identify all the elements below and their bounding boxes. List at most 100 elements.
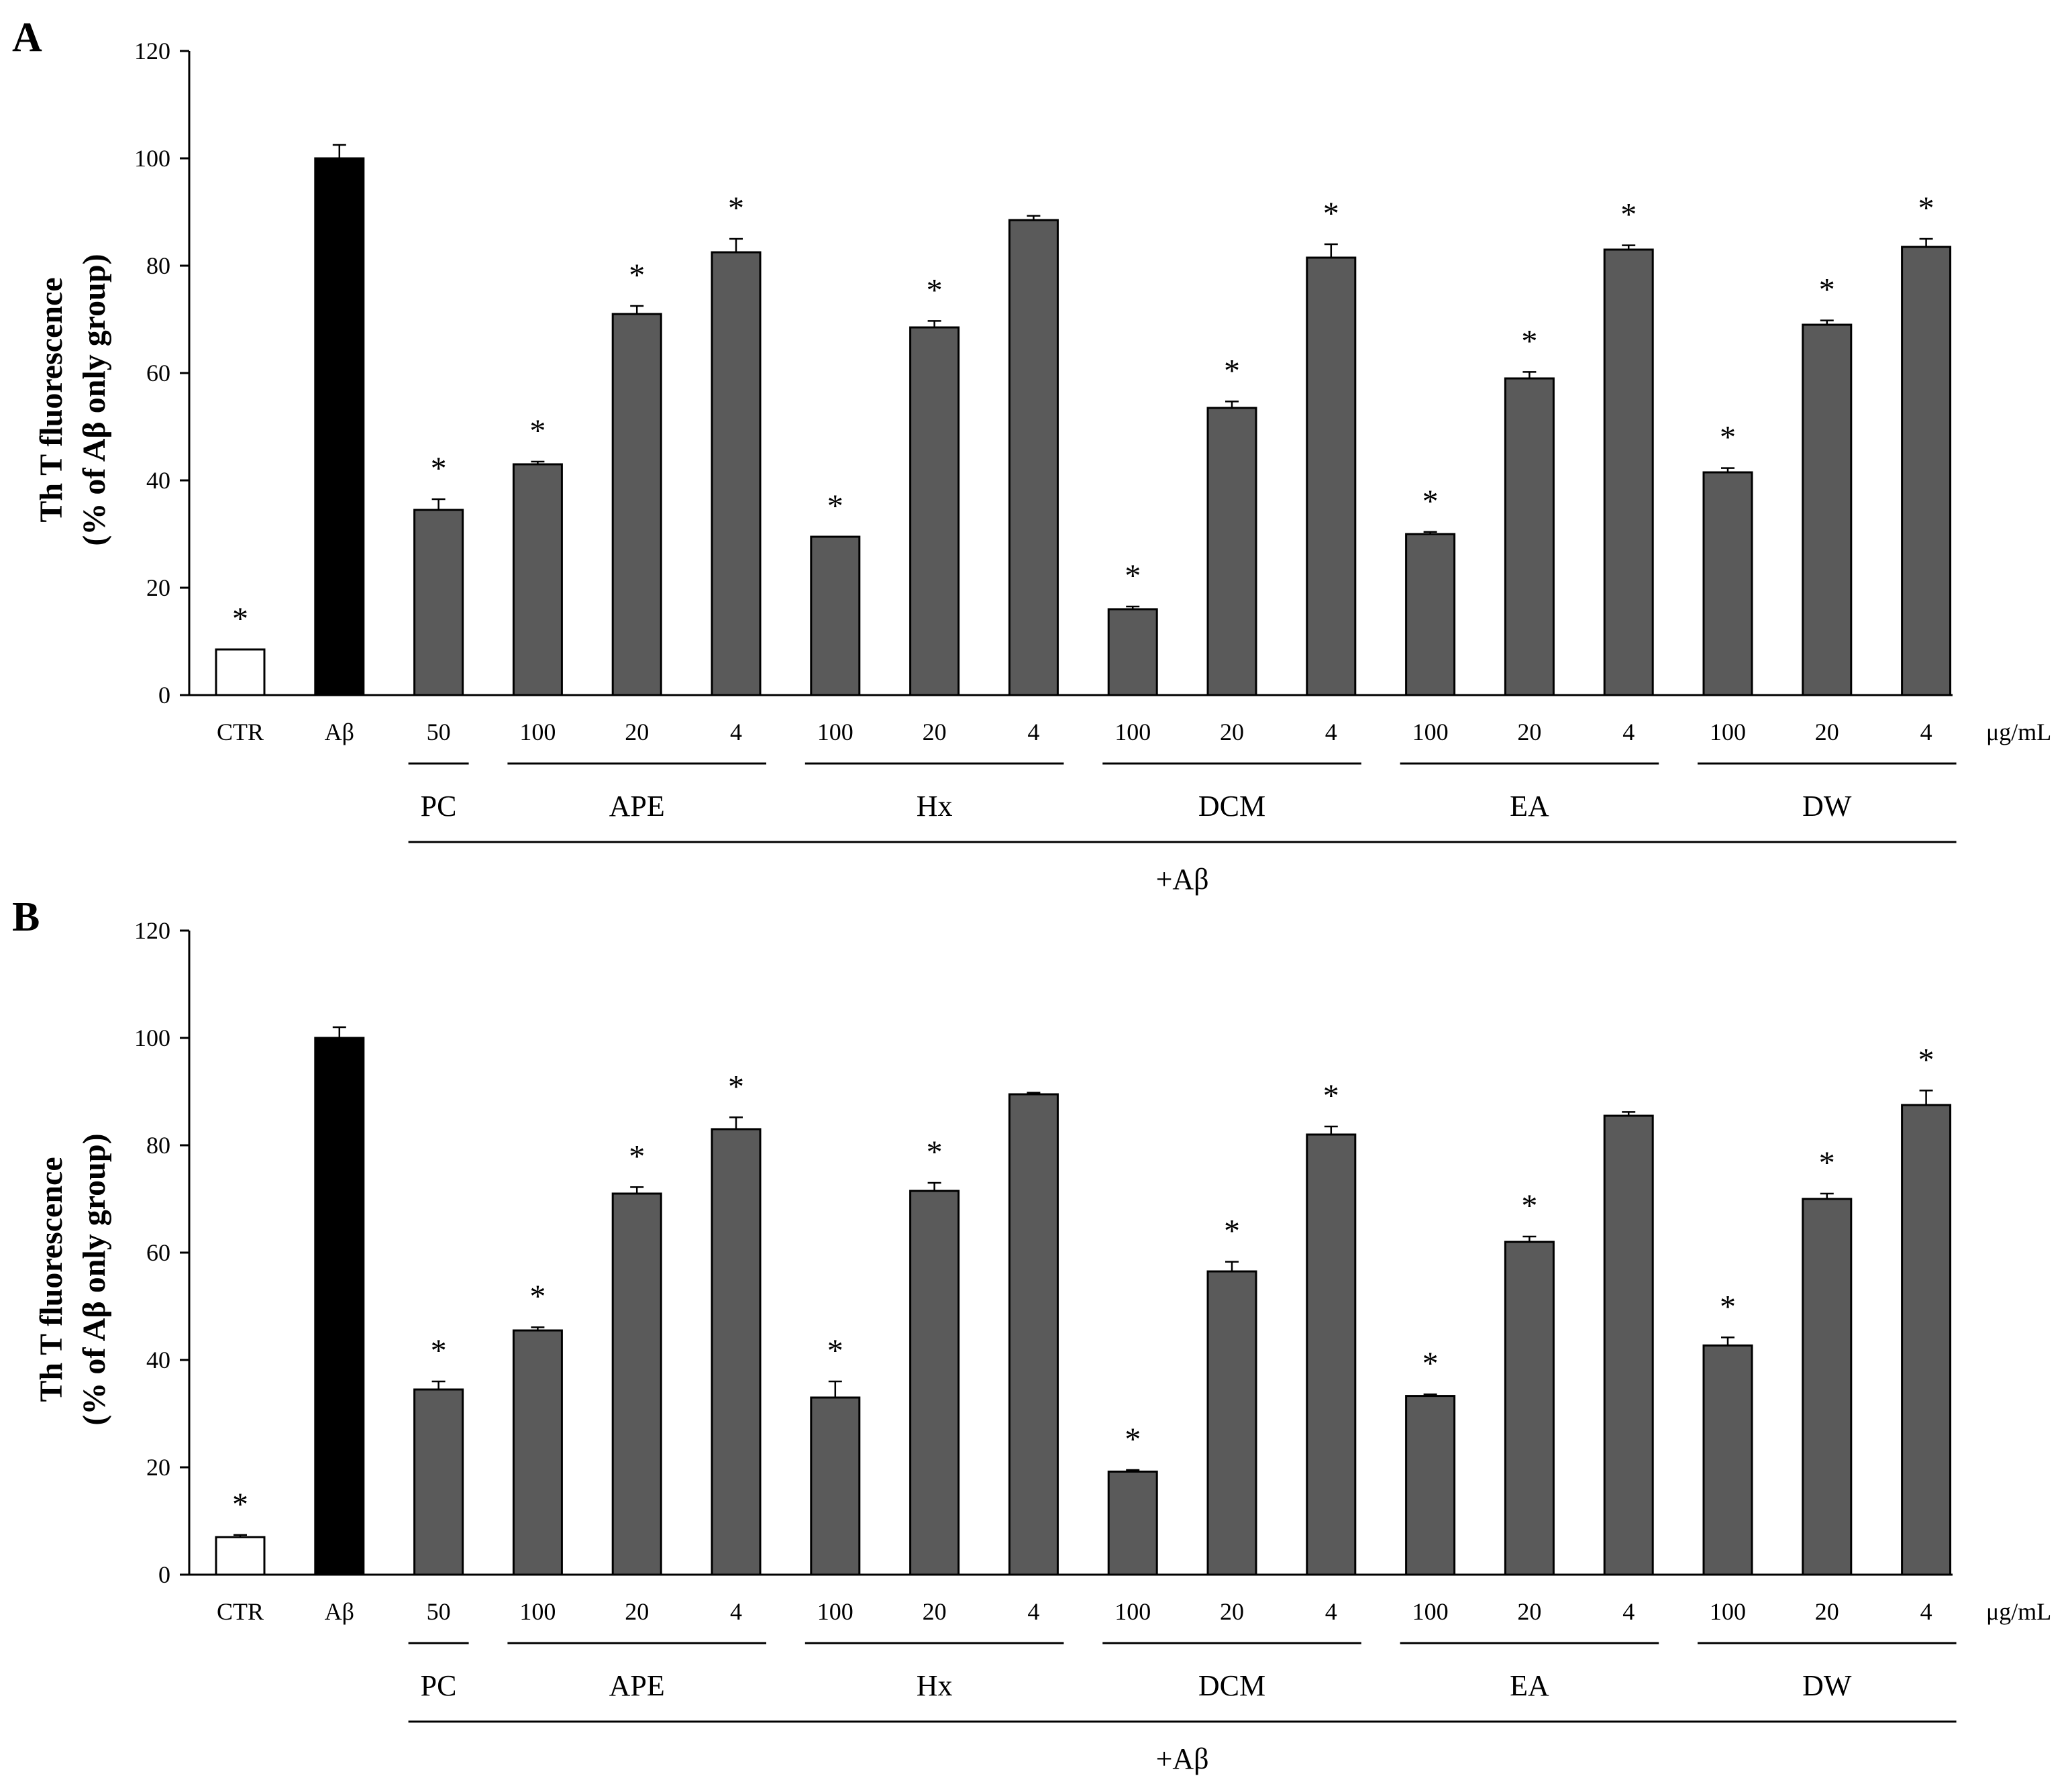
y-tick-label: 60: [146, 360, 170, 386]
significance-star: *: [529, 413, 546, 449]
category-label: 4: [1027, 719, 1039, 745]
bar: [215, 1536, 266, 1576]
y-tick-label: 0: [158, 682, 170, 708]
bar: [413, 509, 464, 696]
category-label: 20: [1220, 719, 1244, 745]
y-tick-label: 80: [146, 252, 170, 279]
bar: [1603, 248, 1654, 696]
bar: [1901, 246, 1952, 696]
group-label: DW: [1802, 790, 1852, 823]
significance-star: *: [1720, 1289, 1736, 1324]
significance-star: *: [1918, 1042, 1934, 1078]
category-label: 4: [1622, 719, 1635, 745]
category-label: 20: [923, 1598, 947, 1625]
significance-star: *: [1819, 1145, 1835, 1181]
unit-label: μg/mL: [1986, 719, 2051, 745]
significance-star: *: [431, 1333, 447, 1369]
category-label: 100: [817, 719, 853, 745]
group-label: DW: [1802, 1669, 1852, 1702]
category-label: 4: [1027, 1598, 1039, 1625]
group-label: APE: [609, 1669, 665, 1702]
bar: [1405, 1395, 1456, 1576]
category-label: 4: [1622, 1598, 1635, 1625]
significance-star: *: [1125, 1422, 1141, 1457]
bar: [512, 1329, 563, 1576]
category-label: 100: [519, 1598, 556, 1625]
bar: [1008, 1093, 1059, 1576]
group-label: APE: [609, 790, 665, 823]
category-label: CTR: [217, 719, 264, 745]
significance-star: *: [1422, 1346, 1439, 1381]
bar: [711, 251, 762, 696]
group-label: Hx: [917, 1669, 953, 1702]
significance-star: *: [728, 191, 744, 226]
bar: [810, 1396, 861, 1576]
group-label: DCM: [1198, 1669, 1265, 1702]
significance-star: *: [1422, 484, 1439, 519]
bar: [1206, 1270, 1257, 1576]
group-label: DCM: [1198, 790, 1265, 823]
bar: [810, 535, 861, 696]
panel-letter: A: [12, 15, 42, 60]
bar: [1901, 1104, 1952, 1576]
y-tick-label: 40: [146, 1347, 170, 1373]
significance-star: *: [1819, 272, 1835, 308]
category-label: 4: [1325, 719, 1337, 745]
bar: [314, 1037, 365, 1576]
y-tick-label: 60: [146, 1239, 170, 1266]
significance-star: *: [927, 1135, 943, 1170]
bar: [1008, 219, 1059, 696]
category-label: 20: [1517, 1598, 1541, 1625]
category-label: 4: [730, 1598, 742, 1625]
group-label: Hx: [917, 790, 953, 823]
y-tick-label: 80: [146, 1132, 170, 1159]
category-label: 4: [730, 719, 742, 745]
bar: [909, 1190, 960, 1576]
category-label: Aβ: [325, 719, 354, 745]
category-label: 100: [1710, 719, 1746, 745]
significance-star: *: [1125, 558, 1141, 594]
significance-star: *: [1918, 191, 1934, 226]
significance-star: *: [1521, 323, 1537, 359]
bar: [413, 1388, 464, 1576]
category-label: 20: [1220, 1598, 1244, 1625]
bar: [1405, 533, 1456, 696]
bar: [1802, 323, 1853, 696]
category-label: CTR: [217, 1598, 264, 1625]
significance-star: *: [232, 601, 248, 637]
category-label: 20: [625, 719, 649, 745]
bar: [1206, 407, 1257, 696]
y-axis-label-units: (% of Aβ only group): [76, 1133, 112, 1425]
bar: [314, 157, 365, 696]
unit-label: μg/mL: [1986, 1598, 2051, 1625]
significance-star: *: [629, 1139, 645, 1174]
y-tick-label: 40: [146, 467, 170, 494]
y-tick-label: 120: [134, 917, 170, 944]
bar: [1306, 1133, 1357, 1576]
y-tick-label: 0: [158, 1561, 170, 1588]
group-label: PC: [421, 1669, 457, 1702]
category-label: 100: [1115, 1598, 1151, 1625]
category-label: 4: [1325, 1598, 1337, 1625]
significance-star: *: [1620, 197, 1637, 233]
treatment-label: +Aβ: [1156, 863, 1209, 896]
y-axis-label-units: (% of Aβ only group): [76, 254, 112, 545]
category-label: 100: [1412, 1598, 1449, 1625]
y-axis-label: Th T fluorescence: [34, 277, 69, 522]
significance-star: *: [629, 258, 645, 293]
category-label: 100: [1115, 719, 1151, 745]
y-tick-label: 100: [134, 145, 170, 172]
category-label: 20: [1815, 1598, 1839, 1625]
bar: [512, 463, 563, 696]
bar: [711, 1128, 762, 1576]
category-label: 50: [427, 1598, 451, 1625]
group-label: EA: [1510, 790, 1549, 823]
group-label: PC: [421, 790, 457, 823]
category-label: 100: [1412, 719, 1449, 745]
significance-star: *: [1224, 353, 1240, 388]
significance-star: *: [431, 451, 447, 486]
bar: [909, 326, 960, 696]
category-label: 100: [519, 719, 556, 745]
category-label: 20: [1815, 719, 1839, 745]
